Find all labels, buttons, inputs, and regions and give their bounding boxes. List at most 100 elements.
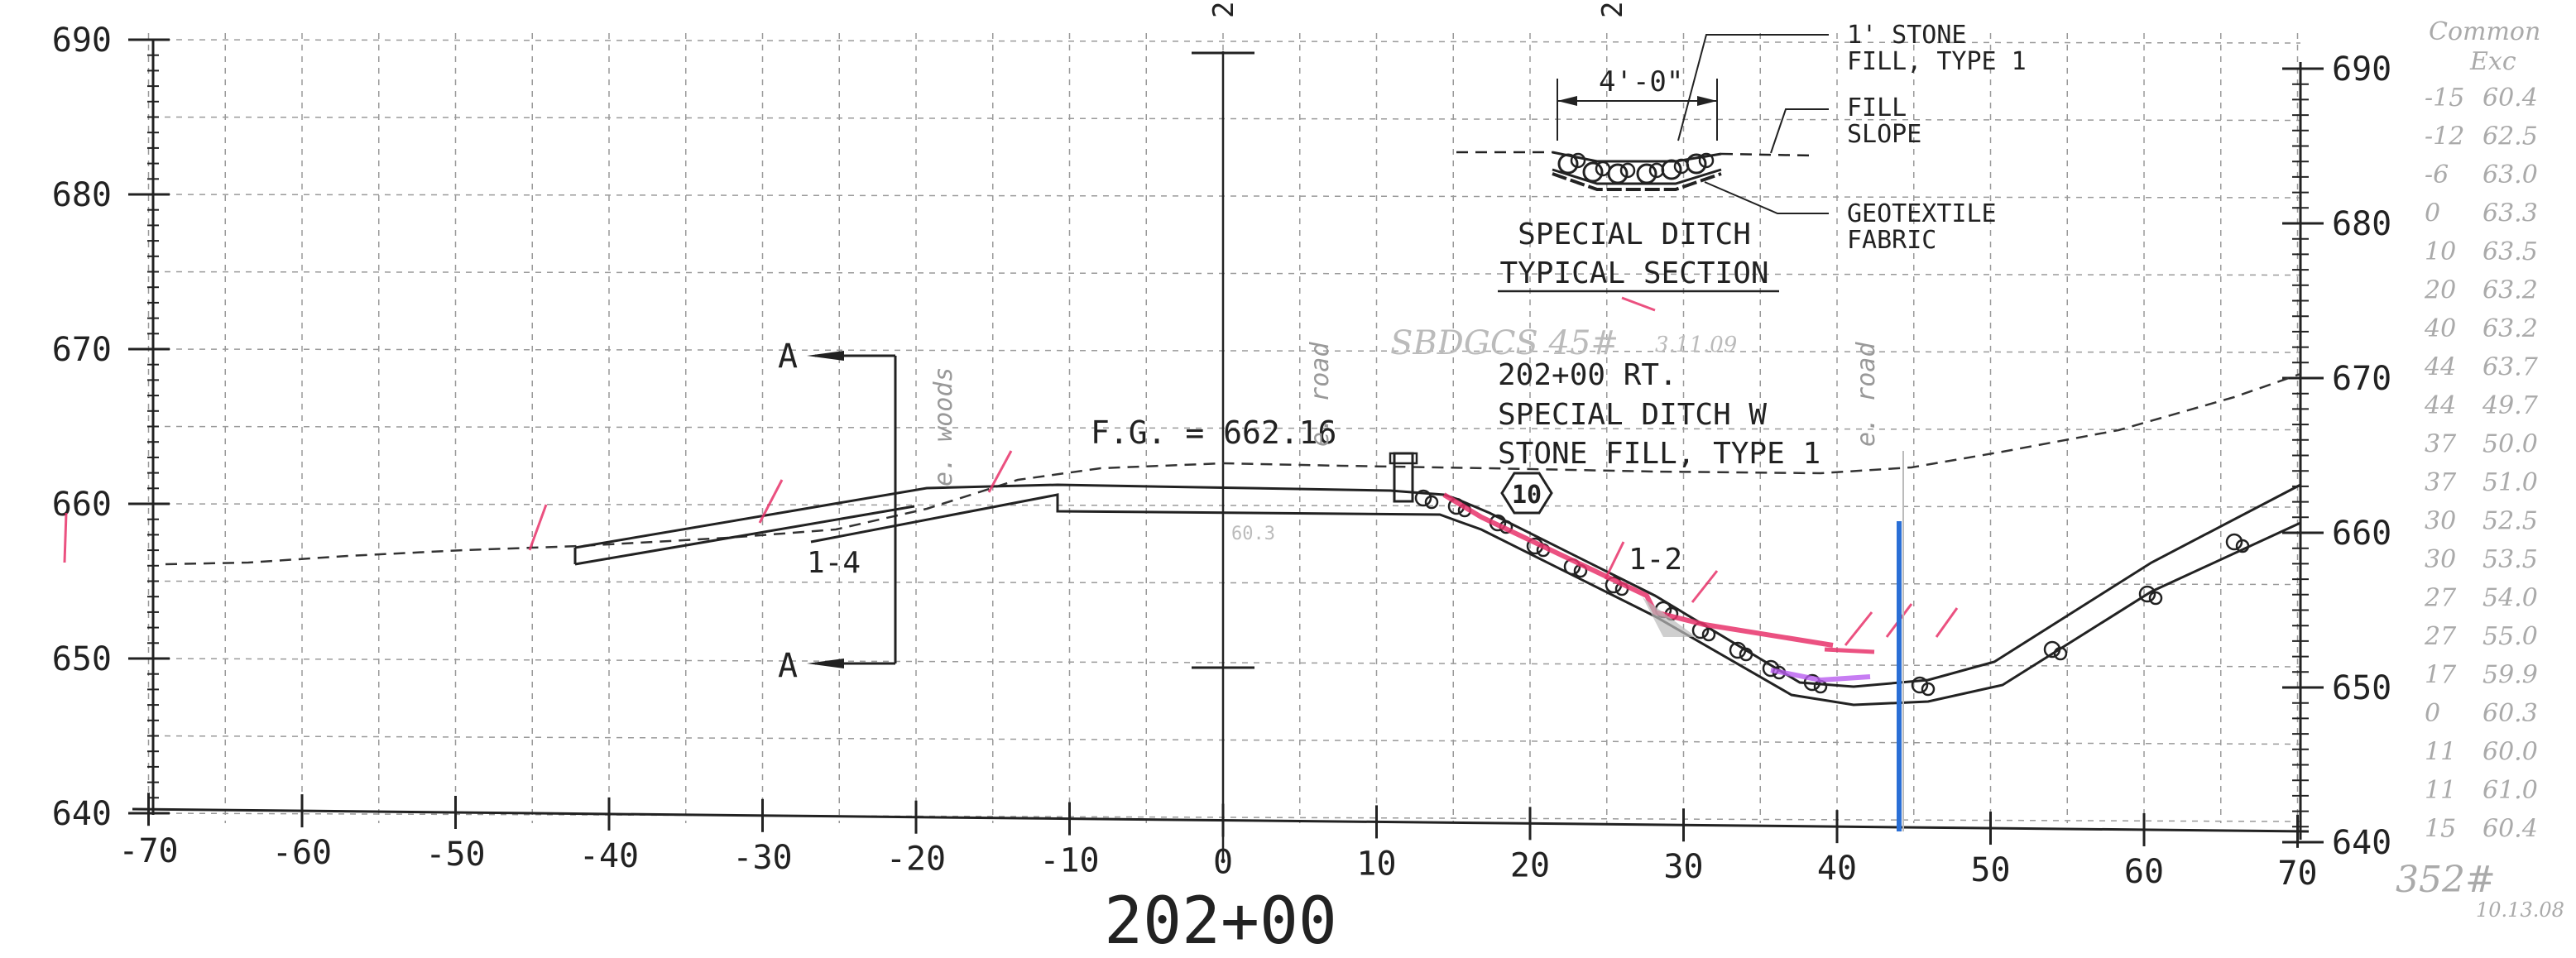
margin-value: 51.0	[2482, 468, 2538, 497]
grid-hline	[152, 812, 2301, 822]
detail-title-line1: SPECIAL DITCH	[1518, 218, 1751, 251]
margin-offset: -12	[2425, 122, 2464, 151]
stone-symbol	[1921, 682, 1936, 697]
stone-symbol	[2148, 591, 2163, 606]
y-tick-label-right: 680	[2332, 205, 2391, 243]
margin-value: 60.3	[2482, 699, 2538, 728]
x-tick-label: -50	[425, 836, 485, 874]
stone-symbol	[2043, 640, 2061, 659]
margin-offset: 15	[2425, 815, 2456, 844]
margin-value: 52.5	[2482, 507, 2538, 536]
margin-value: 63.2	[2482, 314, 2538, 343]
note-line-1: 202+00 RT.	[1498, 358, 1677, 392]
stone-symbol	[1911, 676, 1929, 694]
margin-offset: 0	[2425, 199, 2440, 228]
margin-offset: 37	[2425, 468, 2457, 497]
callout-fabric-1: GEOTEXTILE	[1847, 199, 1997, 228]
note-line-3: STONE FILL, TYPE 1	[1498, 437, 1820, 471]
detail-dimension: 4'-0"	[1599, 65, 1683, 98]
margin-offset: -6	[2425, 160, 2449, 189]
margin-title-1: Common	[2429, 17, 2540, 46]
margin-value: 54.0	[2482, 584, 2538, 613]
x-tick-label: 70	[2277, 855, 2317, 893]
note-line-2: SPECIAL DITCH W	[1498, 398, 1767, 432]
grid-hline	[152, 194, 2301, 199]
grid-hline	[152, 503, 2301, 508]
detail-stone	[1661, 159, 1682, 180]
stone-symbol	[1803, 673, 1821, 692]
bottom-axis	[132, 807, 2310, 833]
detail-stone	[1636, 163, 1657, 184]
left-y-axis-ticks: 690 680 670 660 650 640	[52, 22, 170, 833]
detail-dim-arrow-left	[1557, 96, 1577, 106]
detail-stone	[1607, 163, 1629, 184]
x-tick-label: -40	[579, 837, 639, 875]
section-marker-letter-top: A	[778, 338, 798, 376]
callout-stone-leader	[1677, 34, 1829, 141]
x-tick-label: 50	[1970, 851, 2010, 889]
stone-symbol	[1729, 641, 1747, 659]
stone-symbol	[1739, 647, 1753, 662]
margin-offset: 11	[2425, 738, 2456, 767]
x-tick-label: 30	[1663, 848, 1703, 886]
section-marker-bottom-arrow	[807, 659, 844, 668]
red-markup-ticks	[63, 296, 1959, 646]
callout-fabric-2: FABRIC	[1847, 226, 1936, 255]
callout-slope-leader	[1770, 108, 1829, 154]
slope-right-label: 1-2	[1629, 543, 1682, 577]
proposed-grade-top	[574, 483, 2301, 688]
callout-stone-2: FILL, TYPE 1	[1847, 47, 2027, 76]
margin-offset: 44	[2424, 353, 2456, 382]
detail-ditch-bottom	[1552, 168, 1722, 185]
x-tick-label: -10	[1039, 842, 1099, 880]
detail-title-line2: TYPICAL SECTION	[1499, 256, 1768, 290]
detail-stone	[1686, 153, 1707, 175]
stone-symbol	[1414, 489, 1432, 507]
y-tick-label-left: 690	[52, 22, 112, 60]
grid-hline	[152, 580, 2301, 586]
grid-lines	[147, 33, 2301, 823]
red-tick	[63, 512, 68, 563]
proposed-grade-bottom	[574, 493, 2301, 707]
margin-value: 50.0	[2482, 430, 2538, 459]
note-handwritten: SBDGCS 45#	[1390, 324, 1619, 362]
sheet-number: 10	[1512, 481, 1542, 510]
magenta-markup	[1770, 668, 1871, 683]
x-tick-label: 40	[1817, 850, 1857, 888]
margin-total-date: 10.13.08	[2476, 898, 2564, 922]
x-axis-ticks: -70 -60 -50 -40 -30 -20 -10 0 10 20 30 40 50 60 70	[118, 793, 2318, 893]
callout-stone-1: 1' STONE	[1847, 21, 1967, 50]
callout-slope-2: SLOPE	[1847, 120, 1921, 149]
detail-stone	[1619, 162, 1636, 179]
red-tick	[1691, 570, 1719, 603]
stone-symbol	[2138, 585, 2156, 603]
x-tick-label: 20	[1510, 846, 1550, 884]
margin-notes-list: -15 60.4 -12 62.5 -6 63.0 0 63.3 10 63.5 20 63.2 40 6…	[2424, 84, 2539, 844]
stone-fill-symbols	[1414, 489, 2250, 697]
margin-value: 62.5	[2482, 122, 2538, 151]
red-tick	[1935, 607, 1959, 638]
margin-value: 63.5	[2482, 237, 2538, 266]
margin-value: 53.5	[2482, 545, 2538, 574]
red-tick	[528, 504, 548, 551]
station-label: 202+00	[1104, 884, 1337, 954]
red-tick	[987, 450, 1013, 493]
margin-value: 63.3	[2482, 199, 2538, 228]
detail-stone	[1570, 152, 1586, 169]
stone-symbol	[2235, 539, 2250, 553]
red-tick	[1604, 541, 1625, 580]
y-tick-label-left: 680	[52, 176, 112, 214]
stone-symbol	[1701, 627, 1716, 642]
margin-offset: 27	[2424, 622, 2457, 651]
margin-total: 352#	[2396, 859, 2496, 901]
red-tick	[1621, 296, 1656, 312]
y-tick-label-right: 650	[2332, 669, 2391, 707]
sheet-number-hexagon	[1500, 472, 1553, 515]
road-note-mid: e. road	[1306, 342, 1335, 447]
margin-offset: 27	[2424, 584, 2457, 613]
pencil-wedge	[1643, 597, 1696, 637]
margin-offset: 30	[2425, 507, 2456, 536]
x-tick-label: -20	[886, 841, 946, 879]
detail-fill-slope-right	[1720, 152, 1813, 157]
